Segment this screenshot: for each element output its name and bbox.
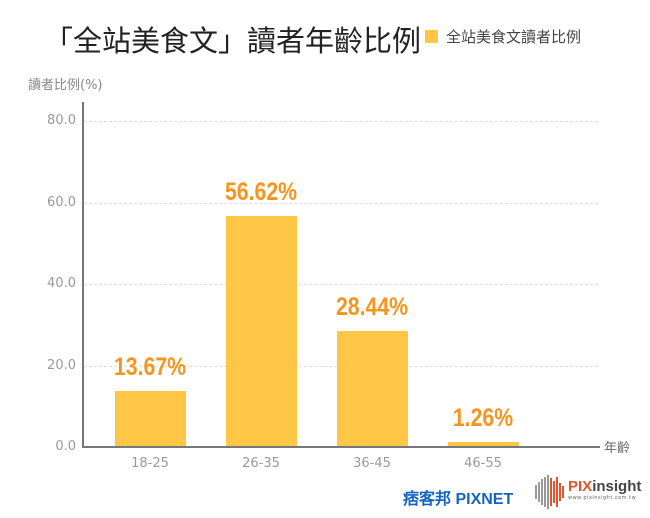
gridline (84, 284, 598, 285)
gridline (84, 202, 598, 204)
pixinsight-brand-b: insight (592, 478, 642, 495)
gridline (84, 121, 598, 122)
x-axis (82, 446, 600, 448)
x-axis-label: 年齡 (604, 441, 631, 456)
y-axis (82, 102, 84, 448)
data-label: 13.67% (113, 353, 187, 382)
x-tick-label: 36-45 (353, 456, 391, 471)
y-tick-label: 60.0 (47, 194, 76, 210)
y-tick-label: 0.0 (55, 439, 76, 454)
pixnet-logo: 痞客邦 PIXNET (403, 491, 514, 508)
x-tick-label: 46-55 (464, 456, 502, 471)
data-label: 1.26% (452, 403, 514, 432)
y-tick-label: 20.0 (47, 357, 76, 373)
pixinsight-brand-a: PIX (568, 478, 593, 495)
pixinsight-bars-icon (535, 475, 565, 509)
x-tick-label: 18-25 (131, 456, 169, 471)
chart-title: 「全站美食文」讀者年齡比例 (44, 24, 422, 58)
data-label: 56.62% (224, 178, 298, 207)
pixinsight-url: www.pixinsight.com.tw (568, 495, 637, 501)
y-tick-label: 40.0 (47, 276, 76, 291)
legend-swatch (425, 30, 438, 43)
bar-46-55 (448, 441, 519, 447)
x-tick-label: 26-35 (242, 456, 280, 471)
legend: 全站美食文讀者比例 (425, 26, 581, 47)
y-tick-label: 80.0 (47, 113, 76, 128)
y-axis-label: 讀者比例(%) (28, 78, 103, 93)
data-label: 28.44% (335, 293, 409, 322)
bar-26-35 (226, 216, 297, 447)
legend-label: 全站美食文讀者比例 (446, 28, 582, 46)
pixinsight-logo: PIXinsight www.pixinsight.com.tw (535, 475, 641, 509)
bar-36-45 (337, 331, 408, 447)
bar-18-25 (115, 391, 186, 447)
